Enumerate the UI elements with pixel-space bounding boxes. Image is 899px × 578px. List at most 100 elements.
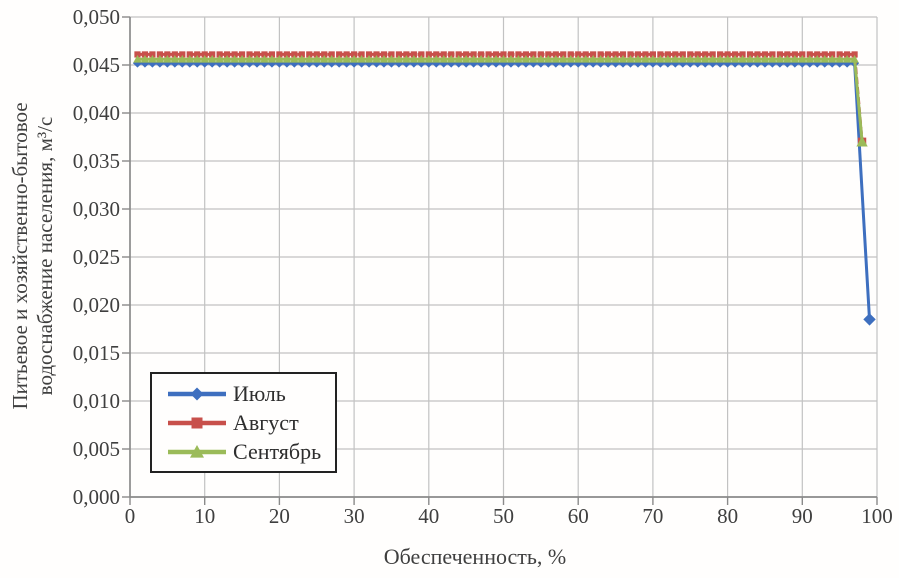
square-marker: [739, 51, 746, 58]
triangle-marker: [760, 55, 770, 63]
square-marker: [836, 51, 843, 58]
square-marker: [440, 51, 447, 58]
triangle-marker: [499, 55, 508, 63]
diamond-marker: [543, 58, 553, 68]
diamond-marker: [752, 58, 763, 68]
diamond-marker: [745, 58, 755, 68]
diamond-marker: [491, 58, 501, 68]
triangle-marker: [581, 55, 590, 63]
diamond-marker: [633, 58, 643, 68]
square-marker: [224, 51, 231, 58]
square-marker: [784, 51, 791, 58]
legend-label-september: Сентябрь: [233, 438, 322, 464]
triangle-marker: [163, 55, 172, 63]
diamond-marker: [737, 58, 748, 68]
y-tick-label: 0,030: [72, 197, 120, 221]
triangle-marker: [305, 55, 314, 63]
diamond-marker: [274, 58, 284, 68]
diamond-marker: [424, 58, 434, 68]
square-marker: [261, 51, 268, 58]
triangle-marker: [559, 55, 568, 63]
diamond-marker: [678, 58, 688, 68]
diamond-marker: [289, 58, 299, 68]
square-marker: [634, 51, 642, 58]
diamond-marker: [536, 58, 546, 68]
square-marker: [769, 51, 776, 58]
triangle-marker: [820, 55, 829, 63]
square-marker: [425, 51, 432, 58]
x-tick-label: 50: [493, 504, 514, 528]
triangle-marker: [178, 55, 187, 63]
triangle-marker: [320, 55, 329, 63]
square-marker: [657, 51, 664, 58]
square-marker: [746, 51, 754, 58]
diamond-marker: [715, 58, 725, 68]
diamond-marker: [431, 58, 441, 68]
square-marker: [799, 51, 806, 58]
x-tick-label: 80: [717, 504, 739, 528]
diamond-marker: [190, 387, 204, 400]
y-tick-label: 0,015: [72, 341, 120, 365]
diamond-marker: [655, 58, 665, 68]
square-marker: [448, 51, 455, 58]
diamond-marker: [588, 58, 598, 68]
diamond-marker: [797, 58, 807, 68]
triangle-marker: [856, 136, 868, 147]
diamond-marker: [259, 58, 270, 68]
y-tick-label: 0,040: [72, 101, 120, 125]
triangle-marker: [641, 55, 650, 63]
triangle-marker: [260, 55, 269, 63]
diamond-marker: [693, 58, 703, 68]
legend-swatch-july: [168, 387, 226, 400]
square-marker: [649, 51, 656, 58]
diamond-marker: [827, 58, 837, 68]
diamond-marker: [573, 58, 583, 68]
triangle-marker: [185, 55, 194, 63]
triangle-marker: [379, 55, 389, 63]
triangle-marker: [267, 55, 277, 63]
square-marker: [141, 51, 149, 58]
diamond-marker: [439, 58, 449, 68]
square-marker: [253, 51, 261, 58]
triangle-marker: [372, 55, 381, 63]
triangle-marker: [730, 55, 740, 63]
square-marker: [844, 51, 851, 58]
square-marker: [851, 51, 858, 58]
square-marker: [507, 51, 515, 58]
triangle-marker: [222, 55, 232, 63]
square-marker: [149, 51, 156, 58]
triangle-marker: [148, 55, 157, 63]
x-axis-title: Обеспеченность, %: [383, 544, 567, 569]
diamond-marker: [409, 58, 419, 68]
triangle-marker: [190, 444, 204, 458]
y-tick-label: 0,035: [72, 149, 120, 173]
triangle-marker: [588, 55, 598, 63]
triangle-marker: [618, 55, 628, 63]
triangle-marker: [364, 55, 374, 63]
square-marker: [687, 51, 694, 58]
square-marker: [821, 51, 828, 58]
legend-swatch-august: [168, 417, 226, 428]
triangle-marker: [297, 55, 307, 63]
square-marker: [380, 51, 388, 58]
diamond-marker: [700, 58, 710, 68]
triangle-marker: [402, 55, 411, 63]
triangle-marker: [544, 55, 553, 63]
diamond-marker: [558, 58, 568, 68]
square-marker: [731, 51, 739, 58]
triangle-marker: [551, 55, 560, 63]
square-marker: [492, 51, 500, 58]
x-tick-label: 60: [567, 504, 589, 528]
triangle-marker: [282, 55, 292, 63]
x-tick-label: 20: [268, 504, 290, 528]
diamond-marker: [304, 58, 314, 68]
square-marker: [717, 51, 724, 58]
y-tick-label: 0,050: [72, 5, 120, 29]
legend-item-august: Август: [164, 410, 331, 436]
square-marker: [209, 51, 216, 58]
square-marker: [291, 51, 298, 58]
diamond-marker: [708, 58, 718, 68]
diamond-marker: [401, 58, 411, 68]
square-marker: [358, 51, 365, 58]
diamond-marker: [790, 58, 800, 68]
